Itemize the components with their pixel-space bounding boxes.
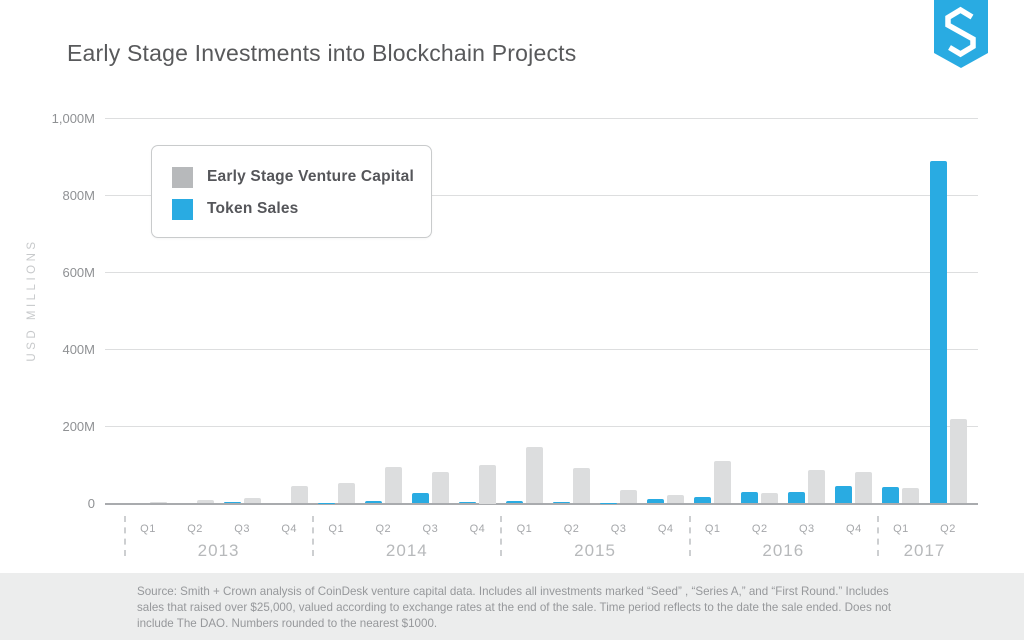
gridline: [105, 195, 978, 196]
legend-item-venture-capital: Early Stage Venture Capital: [172, 162, 431, 192]
bar-venture-capital: [525, 446, 543, 504]
bar-venture-capital: [714, 461, 732, 504]
year-label: 2015: [574, 541, 616, 560]
bar-venture-capital: [431, 471, 449, 504]
bar-token-sales: [600, 502, 618, 504]
x-tick-label: Q1: [140, 523, 156, 535]
year-separator: [312, 516, 315, 556]
gridline: [105, 118, 978, 119]
gridline: [105, 426, 978, 427]
bar-venture-capital: [149, 501, 167, 504]
bar-venture-capital: [855, 472, 873, 504]
year-separator: [688, 516, 691, 556]
bar-venture-capital: [478, 465, 496, 504]
year-separator: [876, 516, 879, 556]
x-tick-label: Q3: [422, 523, 439, 535]
x-tick-label: Q1: [328, 523, 345, 535]
x-tick-label: Q3: [234, 523, 250, 535]
bar-token-sales: [553, 501, 571, 504]
bar-venture-capital: [384, 466, 402, 504]
x-tick-label: Q1: [893, 523, 909, 535]
year-label: 2017: [903, 541, 946, 560]
bar-venture-capital: [808, 469, 826, 504]
bar-token-sales: [223, 502, 241, 504]
x-tick-label: Q4: [469, 523, 486, 535]
year-label: 2013: [197, 541, 240, 560]
footer-band: Source: Smith + Crown analysis of CoinDe…: [0, 573, 1024, 640]
legend-label: Early Stage Venture Capital: [207, 168, 414, 185]
year-separator: [500, 516, 503, 556]
bar-token-sales: [505, 501, 523, 504]
y-tick-label: 200M: [62, 419, 95, 434]
bar-token-sales: [741, 492, 759, 504]
bar-token-sales: [647, 499, 665, 504]
x-tick-label: Q2: [563, 523, 580, 535]
y-axis-title: USD MILLIONS: [26, 238, 38, 362]
smith-crown-logo-icon: [934, 0, 988, 68]
bar-token-sales: [929, 160, 947, 504]
x-tick-label: Q4: [846, 523, 862, 535]
year-label: 2014: [385, 541, 428, 560]
bar-venture-capital: [620, 490, 638, 504]
y-tick-label: 400M: [62, 342, 95, 357]
bar-token-sales: [835, 486, 853, 504]
x-tick-label: Q2: [187, 523, 203, 535]
y-tick-label: 0: [87, 496, 95, 511]
y-tick-label: 800M: [62, 188, 95, 203]
venture-capital-swatch-icon: [172, 166, 193, 188]
x-tick-label: Q1: [516, 523, 533, 535]
legend-item-token-sales: Token Sales: [172, 194, 431, 224]
gridline: [105, 349, 978, 350]
x-tick-label: Q2: [375, 523, 392, 535]
x-tick-label: Q3: [610, 523, 627, 535]
source-attribution: Source: Smith + Crown analysis of CoinDe…: [137, 585, 892, 630]
bar-venture-capital: [949, 419, 967, 504]
bar-token-sales: [882, 486, 900, 504]
y-tick-label: 1,000M: [51, 111, 95, 126]
x-tick-label: Q4: [657, 523, 674, 535]
page-title: Early Stage Investments into Blockchain …: [67, 40, 577, 66]
gridline: [105, 272, 978, 273]
bar-token-sales: [788, 491, 806, 504]
y-tick-label: 600M: [62, 265, 95, 280]
year-label: 2016: [762, 541, 805, 560]
gridline: [105, 502, 978, 505]
x-tick-label: Q1: [704, 523, 721, 535]
x-tick-label: Q3: [798, 523, 815, 535]
token-sales-swatch-icon: [172, 198, 193, 220]
bar-token-sales: [458, 501, 476, 504]
bar-venture-capital: [337, 482, 355, 504]
chart-legend: Early Stage Venture Capital Token Sales: [151, 145, 432, 238]
bar-venture-capital: [667, 495, 685, 504]
bar-venture-capital: [290, 485, 308, 504]
bar-token-sales: [411, 492, 429, 504]
bar-venture-capital: [196, 499, 214, 504]
x-tick-label: Q4: [281, 523, 298, 535]
legend-label: Token Sales: [207, 200, 299, 217]
bar-venture-capital: [243, 497, 261, 504]
year-separator: [124, 516, 126, 556]
bar-token-sales: [694, 497, 712, 504]
bar-venture-capital: [902, 488, 920, 504]
x-tick-label: Q2: [751, 523, 768, 535]
bar-token-sales: [364, 500, 382, 504]
smith-crown-logo: [934, 0, 988, 70]
x-tick-label: Q2: [940, 523, 956, 535]
bar-venture-capital: [573, 468, 591, 504]
bar-venture-capital: [761, 493, 779, 504]
bar-token-sales: [317, 502, 335, 504]
